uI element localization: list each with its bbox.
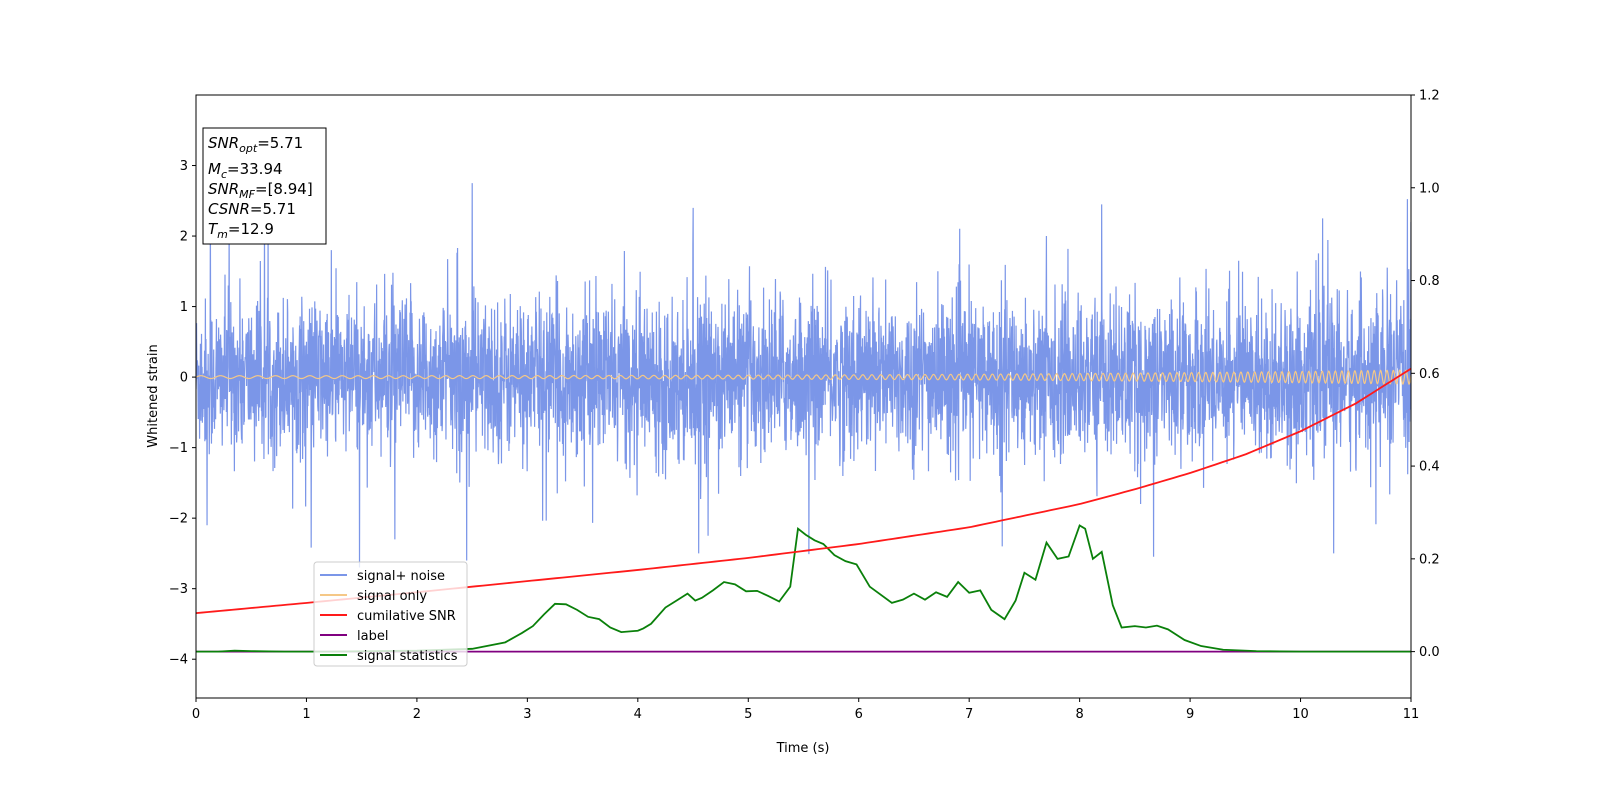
x-tick-label: 8 (1075, 707, 1083, 722)
x-tick-label: 10 (1292, 707, 1309, 722)
x-tick-label: 11 (1403, 707, 1420, 722)
x-axis-label: Time (s) (776, 741, 830, 756)
info-box-frame (202, 127, 327, 245)
legend-label-signal-statistics: signal statistics (357, 649, 458, 664)
y-right-tick-label: 0.8 (1419, 274, 1440, 289)
legend: signal+ noise signal only cumilative SNR… (313, 561, 468, 667)
y-right-tick-label: 1.0 (1419, 181, 1440, 196)
y-right-tick-label: 1.2 (1419, 89, 1440, 104)
y-left-tick-label: 1 (180, 300, 188, 315)
y-left-tick-label: −3 (169, 582, 188, 597)
x-tick-label: 2 (413, 707, 421, 722)
legend-frame (313, 561, 468, 667)
info-snr-opt: SNRopt=5.71 (208, 134, 303, 155)
x-tick-label: 3 (523, 707, 531, 722)
info-csnr: CSNR=5.71 (208, 200, 296, 218)
y-right-tick-label: 0.6 (1419, 367, 1440, 382)
x-tick-label: 4 (634, 707, 642, 722)
y-axis-label: Whitened strain (146, 344, 161, 447)
y-left-tick-label: −1 (169, 441, 188, 456)
x-tick-label: 9 (1186, 707, 1194, 722)
legend-label-signal-only: signal only (357, 589, 427, 604)
plot-frame (195, 94, 1412, 699)
x-tick-label: 6 (855, 707, 863, 722)
series-signal-noise-line (196, 183, 1411, 568)
x-tick-label: 0 (192, 707, 200, 722)
info-box: SNRopt=5.71 Mc=33.94 SNRMF=[8.94] CSNR=5… (202, 127, 327, 245)
y-left-tick-label: 3 (180, 159, 188, 174)
info-tm: Tm=12.9 (208, 220, 274, 241)
legend-label-cumulative-snr: cumilative SNR (357, 609, 456, 624)
axes: 0 1 2 3 4 5 6 7 8 9 10 11 −4 −3 −2 −1 0 1 2 3 0.0 0.2 0.4 0.6 0.… (169, 89, 1440, 723)
y-right-tick-label: 0.0 (1419, 645, 1440, 660)
legend-label-signal-noise: signal+ noise (357, 569, 445, 584)
x-tick-label: 7 (965, 707, 973, 722)
y-left-tick-label: −2 (169, 512, 188, 527)
series-signal-only-line (196, 369, 1411, 385)
y-left-tick-label: −4 (169, 653, 188, 668)
legend-label-label: label (357, 629, 388, 644)
info-mc: Mc=33.94 (208, 160, 283, 181)
x-tick-label: 5 (744, 707, 752, 722)
x-tick-label: 1 (302, 707, 310, 722)
y-left-tick-label: 0 (180, 371, 188, 386)
info-snr-mf: SNRMF=[8.94] (208, 180, 313, 201)
series-signal-statistics-line (196, 524, 1411, 653)
y-left-tick-label: 2 (180, 230, 188, 245)
y-right-tick-label: 0.4 (1419, 460, 1440, 475)
y-right-tick-label: 0.2 (1419, 552, 1440, 567)
